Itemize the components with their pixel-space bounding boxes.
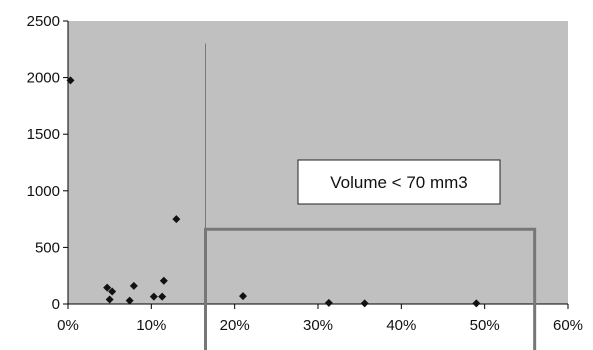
x-tick-label: 60%	[553, 317, 583, 334]
x-axis: 0% 10% 20% 30% 40% 50% 60%	[57, 303, 583, 334]
data-point	[239, 292, 247, 301]
data-point	[108, 287, 117, 296]
data-point	[172, 215, 181, 224]
region-box	[204, 227, 537, 350]
annotation-box: Volume < 70 mm3	[297, 159, 501, 205]
y-tick-label: 500	[35, 239, 60, 256]
data-point	[149, 292, 158, 301]
data-point	[125, 296, 134, 305]
x-tick-label: 30%	[303, 317, 333, 334]
data-point	[472, 299, 481, 308]
x-tick-label: 10%	[136, 317, 166, 334]
data-point	[158, 292, 167, 301]
data-points	[66, 76, 481, 308]
data-point	[105, 295, 114, 304]
y-tick-label: 2000	[27, 70, 60, 87]
x-tick-label: 40%	[386, 317, 416, 334]
y-tick-label: 2500	[27, 13, 60, 30]
y-tick-label: 1500	[27, 126, 60, 143]
data-point	[129, 281, 138, 290]
y-tick-label: 0	[52, 296, 60, 313]
data-point	[324, 298, 333, 307]
x-tick-label: 0%	[57, 317, 79, 334]
data-point	[159, 276, 168, 285]
data-point	[360, 299, 369, 308]
x-tick-label: 20%	[220, 317, 250, 334]
data-point	[66, 76, 75, 85]
y-tick-label: 1000	[27, 183, 60, 200]
annotation-text: Volume < 70 mm3	[330, 173, 468, 192]
x-tick-label: 50%	[470, 317, 500, 334]
y-axis: 0 500 1000 1500 2000 2500	[27, 13, 69, 313]
data-point	[103, 283, 112, 292]
